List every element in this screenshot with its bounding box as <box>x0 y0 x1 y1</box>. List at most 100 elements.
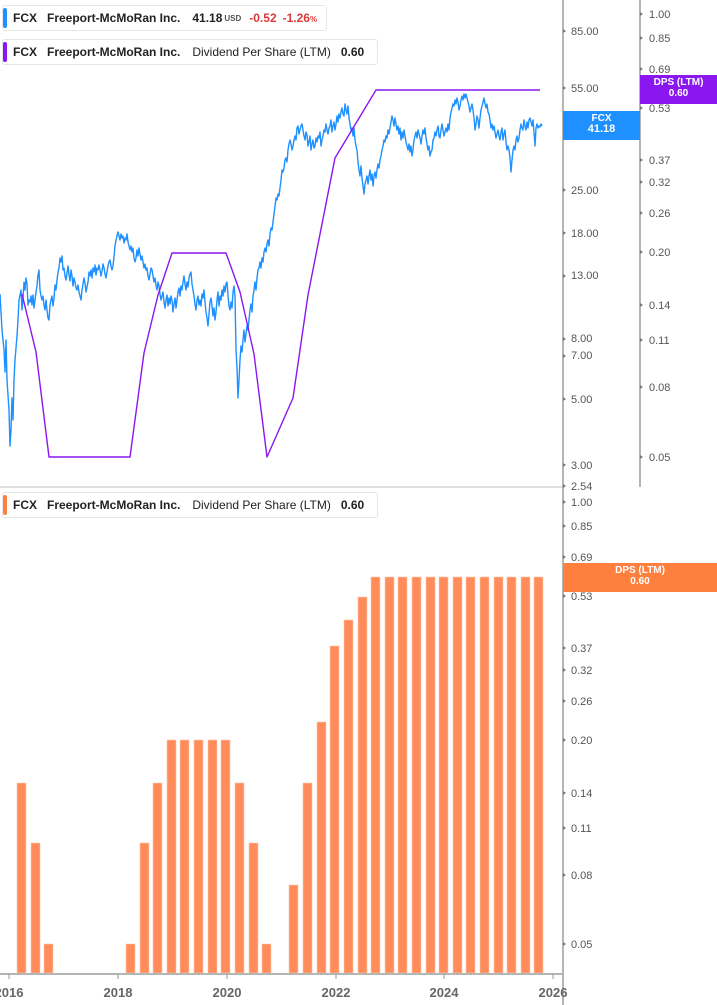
tick: 0.69 <box>640 64 670 76</box>
bar[interactable] <box>207 739 218 974</box>
bar[interactable] <box>506 576 517 974</box>
ticker: FCX <box>13 498 37 512</box>
tick: 1.00 <box>563 497 592 509</box>
legend-dps-bar[interactable]: FCX Freeport-McMoRan Inc. Dividend Per S… <box>2 492 378 518</box>
tick-label: 0.53 <box>571 591 592 603</box>
bar[interactable] <box>452 576 463 974</box>
tag-label: DPS (LTM) <box>615 565 665 576</box>
tick-label: 18.00 <box>571 228 599 240</box>
tick: 25.00 <box>563 185 599 197</box>
bar[interactable] <box>288 884 299 974</box>
tick-label: 8.00 <box>571 333 592 345</box>
bar[interactable] <box>465 576 476 974</box>
tick-label: 0.20 <box>649 247 670 259</box>
bar[interactable] <box>43 943 54 974</box>
bar[interactable] <box>125 943 136 974</box>
company-name: Freeport-McMoRan Inc. <box>47 45 181 59</box>
bar[interactable] <box>316 721 327 974</box>
metric-value: 0.60 <box>340 498 365 512</box>
tick: 0.32 <box>640 177 670 189</box>
bar[interactable] <box>357 596 368 974</box>
tick-label: 0.08 <box>649 382 670 394</box>
bar[interactable] <box>343 619 354 974</box>
tick-label: 5.00 <box>571 394 592 406</box>
bar[interactable] <box>193 739 204 974</box>
bar[interactable] <box>384 576 395 974</box>
tick: 0.11 <box>563 823 592 835</box>
tick-label: 25.00 <box>571 185 599 197</box>
bar[interactable] <box>16 782 27 974</box>
bar[interactable] <box>166 739 177 974</box>
tick: 0.05 <box>640 452 670 464</box>
tick-label: 1.00 <box>571 497 592 509</box>
bar[interactable] <box>261 943 272 974</box>
series-color-swatch <box>3 495 7 515</box>
bar[interactable] <box>139 842 150 974</box>
tick: 0.14 <box>640 300 670 312</box>
bar[interactable] <box>425 576 436 974</box>
tag-value: 0.60 <box>630 576 650 587</box>
price-value-tag: FCX 41.18 <box>563 111 640 140</box>
bar[interactable] <box>220 739 231 974</box>
bar[interactable] <box>438 576 449 974</box>
bar[interactable] <box>533 576 544 974</box>
tick-label: 13.00 <box>571 270 599 282</box>
bar[interactable] <box>493 576 504 974</box>
tick-label: 0.20 <box>571 735 592 747</box>
series-color-swatch <box>3 8 7 28</box>
tick: 2022 <box>322 974 350 1000</box>
price-change-pct: -1.26% <box>283 11 317 25</box>
company-name: Freeport-McMoRan Inc. <box>47 498 181 512</box>
bar[interactable] <box>520 576 531 974</box>
bar[interactable] <box>152 782 163 974</box>
tick-label: 0.32 <box>571 665 592 677</box>
price-line[interactable] <box>0 93 543 447</box>
tick: 2.54 <box>563 481 592 493</box>
tick: 2020 <box>213 974 241 1000</box>
bar[interactable] <box>248 842 259 974</box>
tag-value: 0.60 <box>668 88 689 99</box>
bar[interactable] <box>411 576 422 974</box>
dps-line[interactable] <box>21 89 540 458</box>
tick: 0.37 <box>563 643 592 655</box>
bar[interactable] <box>397 576 408 974</box>
tick: 0.08 <box>563 870 592 882</box>
legend-price[interactable]: FCX Freeport-McMoRan Inc. 41.18 USD -0.5… <box>2 5 327 31</box>
legend-dps-line[interactable]: FCX Freeport-McMoRan Inc. Dividend Per S… <box>2 39 378 65</box>
company-name: Freeport-McMoRan Inc. <box>47 11 181 25</box>
ticker: FCX <box>13 45 37 59</box>
tick: 0.08 <box>640 382 670 394</box>
tick: 5.00 <box>563 394 592 406</box>
tick-label: 0.05 <box>649 452 670 464</box>
pct-value: -1.26 <box>282 11 310 25</box>
tick-label: 0.05 <box>571 939 592 951</box>
tick-label: 3.00 <box>571 460 592 472</box>
dps-bottom-axis-ticks: 1.00 0.85 0.69 0.53 0.37 0.32 0.26 0.20 … <box>563 497 592 951</box>
price-change: -0.52 <box>249 11 277 25</box>
dps-top-value-tag: DPS (LTM) 0.60 <box>640 75 717 104</box>
tick-label: 85.00 <box>571 26 599 38</box>
tag-label: DPS (LTM) <box>653 77 704 88</box>
tick: 2016 <box>0 974 23 1000</box>
tick-label: 0.11 <box>571 823 592 835</box>
bar[interactable] <box>179 739 190 974</box>
tick-label: 55.00 <box>571 83 599 95</box>
bar[interactable] <box>329 645 340 974</box>
bar[interactable] <box>302 782 313 974</box>
tick-label: 0.14 <box>571 788 592 800</box>
bar[interactable] <box>370 576 381 974</box>
tag-value: 41.18 <box>587 123 616 135</box>
tick-label: 0.37 <box>571 643 592 655</box>
tick-label: 2.54 <box>571 481 592 493</box>
bar[interactable] <box>234 782 245 974</box>
bar[interactable] <box>479 576 490 974</box>
tick-label: 0.53 <box>649 103 670 115</box>
tick: 7.00 <box>563 350 592 362</box>
tick-label: 0.26 <box>571 696 592 708</box>
metric-name: Dividend Per Share (LTM) <box>192 498 331 512</box>
tick: 8.00 <box>563 333 592 345</box>
tag-label: FCX <box>591 113 612 124</box>
tick: 18.00 <box>563 228 599 240</box>
bar[interactable] <box>30 842 41 974</box>
